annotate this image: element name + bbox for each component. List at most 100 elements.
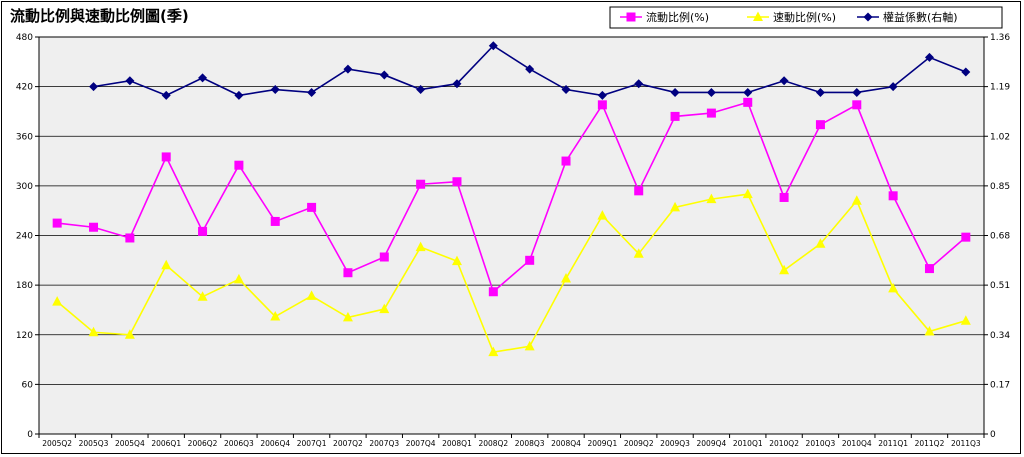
data-point: [270, 216, 280, 226]
data-point: [524, 340, 535, 351]
x-tick-label: 2011Q2: [915, 439, 945, 448]
x-tick-label: 2008Q2: [478, 439, 508, 448]
legend-item: 權益係數(右軸): [857, 10, 958, 24]
right-tick-label: 0.17: [990, 380, 1010, 390]
data-point: [161, 259, 172, 270]
data-point: [161, 90, 171, 100]
x-tick-label: 2007Q3: [369, 439, 399, 448]
legend-marker: [863, 12, 873, 22]
data-point: [924, 52, 934, 62]
x-tick-label: 2010Q3: [806, 439, 836, 448]
data-point: [52, 296, 63, 306]
legend-marker: [626, 12, 636, 22]
x-tick-label: 2006Q2: [188, 439, 218, 448]
data-point: [416, 85, 426, 95]
data-point: [379, 70, 389, 80]
data-point: [815, 87, 825, 97]
data-point: [89, 222, 99, 232]
legend-label: 速動比例(%): [773, 10, 836, 24]
legend: 流動比例(%) 速動比例(%) 權益係數(右軸): [609, 6, 1003, 29]
x-tick-label: 2006Q3: [224, 439, 254, 448]
x-tick-label: 2005Q2: [42, 439, 72, 448]
data-point: [379, 252, 389, 262]
data-point: [634, 79, 644, 89]
legend-label: 權益係數(右軸): [883, 10, 958, 24]
data-point: [124, 329, 135, 339]
data-point: [525, 255, 535, 265]
data-point: [525, 64, 535, 74]
data-point: [561, 273, 572, 283]
data-point: [452, 79, 462, 89]
chart-title: 流動比例與速動比例圖(季): [10, 7, 189, 25]
data-point: [451, 255, 462, 266]
data-point: [198, 73, 208, 83]
data-point: [960, 315, 971, 325]
data-point: [161, 152, 171, 162]
legend-item: 流動比例(%): [620, 10, 709, 24]
data-point: [89, 82, 99, 92]
x-tick-label: 2011Q1: [878, 439, 908, 448]
left-tick-label: 120: [16, 331, 33, 341]
left-tick-label: 180: [16, 281, 33, 291]
data-point: [88, 326, 99, 337]
series-diamond: [89, 41, 971, 100]
legend-box: [609, 6, 1003, 29]
data-point: [597, 210, 608, 220]
data-point: [561, 85, 571, 95]
data-point: [234, 90, 244, 100]
series-line: [57, 101, 967, 294]
series-line: [56, 193, 967, 354]
data-point: [743, 97, 753, 107]
x-tick-label: 2010Q1: [733, 439, 763, 448]
x-tick-label: 2007Q4: [406, 439, 436, 448]
right-tick-label: 0.68: [990, 232, 1010, 242]
series-triangle: [52, 188, 971, 357]
data-point: [815, 120, 825, 130]
x-tick-label: 2008Q3: [515, 439, 545, 448]
data-point: [270, 311, 281, 321]
right-tick-label: 0.34: [990, 331, 1010, 341]
data-point: [815, 238, 826, 248]
data-point: [633, 248, 644, 258]
data-point: [488, 287, 498, 297]
x-axis-ticks: 2005Q2 2005Q3 2005Q4 2006Q1 2006Q2 2006Q3 2006…: [38, 434, 985, 448]
x-tick-label: 2009Q3: [660, 439, 690, 448]
x-tick-label: 2006Q4: [260, 439, 290, 448]
x-tick-label: 2007Q1: [297, 439, 327, 448]
series-layer: [52, 41, 971, 357]
data-point: [307, 87, 317, 97]
data-point: [233, 273, 244, 284]
left-axis-ticks: 0 60 120 180 240 300 360 420 480: [16, 33, 39, 440]
x-tick-label: 2008Q1: [442, 439, 472, 448]
data-point: [125, 76, 135, 86]
data-point: [706, 108, 716, 118]
x-tick-label: 2010Q2: [769, 439, 799, 448]
data-point: [670, 201, 681, 212]
right-tick-label: 1.02: [990, 132, 1010, 142]
legend-label: 流動比例(%): [646, 10, 709, 24]
data-point: [561, 156, 571, 166]
data-point: [488, 41, 498, 51]
data-point: [306, 290, 317, 300]
data-point: [851, 195, 862, 205]
legend-items: 流動比例(%) 速動比例(%) 權益係數(右軸): [620, 10, 958, 24]
left-tick-label: 60: [22, 380, 34, 390]
x-tick-label: 2007Q2: [333, 439, 363, 448]
x-tick-label: 2011Q3: [951, 439, 981, 448]
x-tick-label: 2009Q4: [697, 439, 727, 448]
data-point: [597, 90, 607, 100]
data-point: [52, 218, 62, 228]
series-square: [52, 97, 971, 297]
x-tick-label: 2008Q4: [551, 439, 581, 448]
x-tick-label: 2010Q4: [842, 439, 872, 448]
data-point: [125, 233, 135, 243]
data-point: [924, 325, 935, 336]
legend-marker: [753, 11, 763, 21]
data-point: [852, 100, 862, 110]
data-point: [924, 264, 934, 274]
data-point: [670, 87, 680, 97]
data-point: [597, 100, 607, 110]
data-point: [742, 188, 753, 199]
